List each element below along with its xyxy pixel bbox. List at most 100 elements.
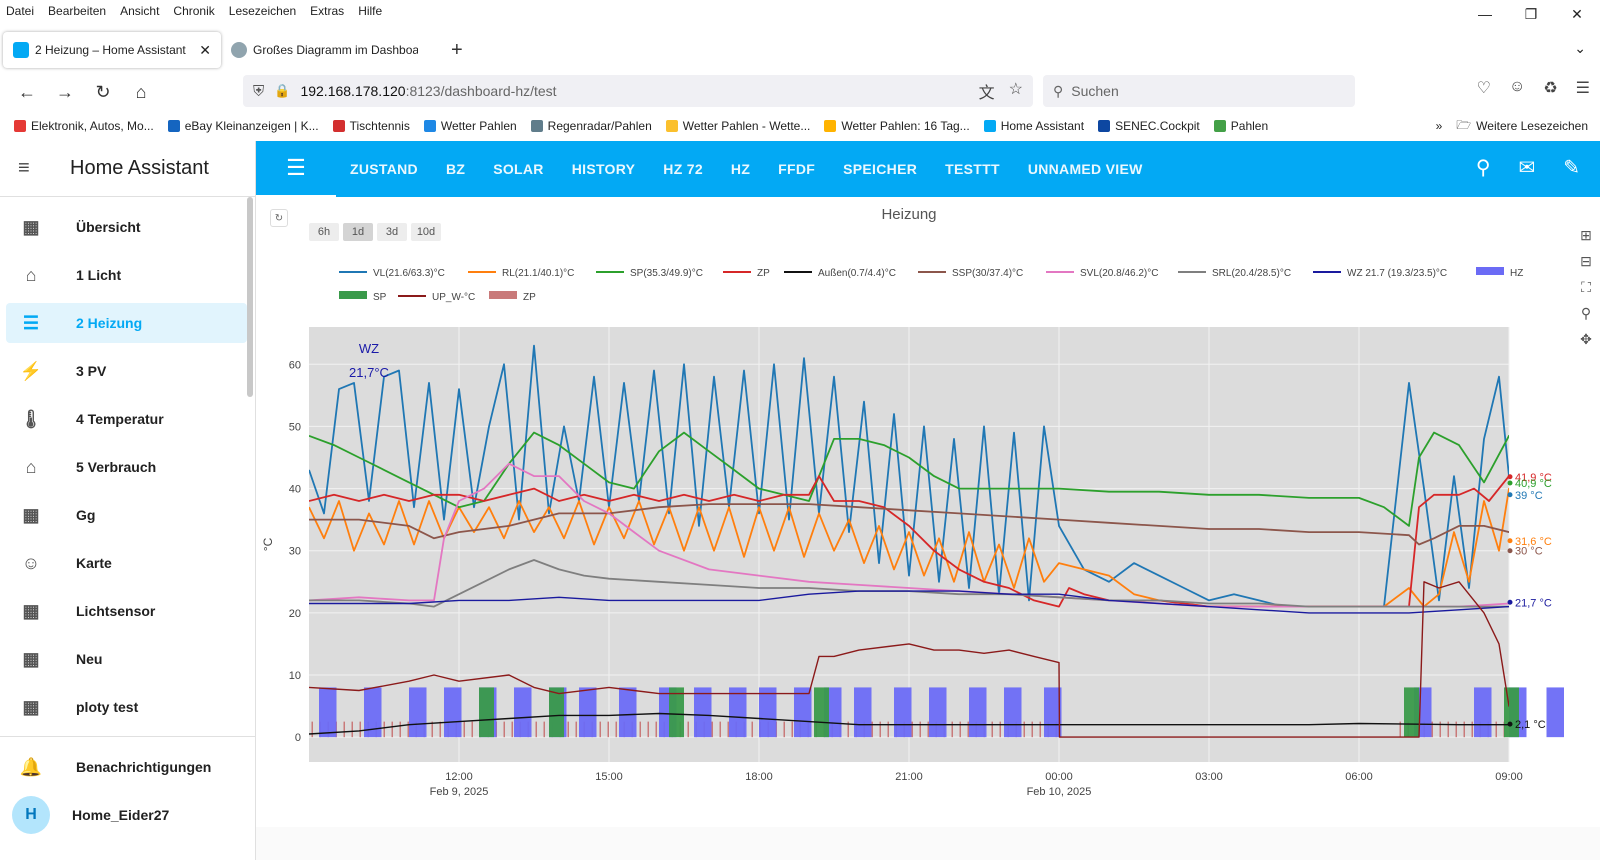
sidebar-item-profile[interactable]: H Home_Eider27 [6, 795, 248, 835]
menu-item[interactable]: Bearbeiten [48, 4, 107, 18]
legend-entry[interactable]: ZP [489, 291, 536, 303]
reset-icon[interactable]: ↻ [270, 209, 288, 227]
menu-open-icon[interactable]: ≡ [18, 157, 30, 179]
zoom-icon[interactable]: ⚲ [1580, 305, 1592, 321]
shield-icon[interactable]: ⛨ [253, 82, 265, 100]
home-icon[interactable]: ⌂ [135, 81, 147, 102]
bookmark-item[interactable]: SENEC.Cockpit [1098, 119, 1200, 133]
browser-tab[interactable]: Großes Diagramm im Dashboar [221, 32, 439, 68]
view-tab-hz[interactable]: HZ [730, 161, 751, 177]
hamburger-menu-icon[interactable]: ☰ [1575, 80, 1590, 97]
range-button-10d[interactable]: 10d [411, 223, 441, 241]
bookmark-item[interactable]: Elektronik, Autos, Mo... [14, 119, 154, 133]
new-tab-icon[interactable]: + [451, 38, 463, 61]
pan-icon[interactable]: ✥ [1580, 331, 1592, 347]
bookmark-item[interactable]: eBay Kleinanzeigen | K... [167, 119, 319, 133]
bookmark-item[interactable]: Wetter Pahlen: 16 Tag... [824, 119, 970, 133]
edit-pencil-icon[interactable]: ✎ [1563, 157, 1580, 179]
view-tab-unnamed-view[interactable]: UNNAMED VIEW [1027, 161, 1143, 177]
bookmark-item[interactable]: Pahlen [1213, 119, 1268, 133]
close-window-icon[interactable]: ✕ [1571, 5, 1583, 22]
maximize-icon[interactable]: ❐ [1524, 5, 1538, 22]
legend-entry[interactable]: VL(21.6/63.3)°C [339, 268, 445, 279]
sidebar-item-gg[interactable]: ▦ Gg [6, 495, 247, 535]
view-tab-testtt[interactable]: TESTTT [945, 161, 1000, 177]
sidebar-item-lichtsensor[interactable]: ▦ Lichtsensor [6, 591, 247, 631]
sidebar-item-5-verbrauch[interactable]: ⌂ 5 Verbrauch [6, 447, 247, 487]
sidebar-item--bersicht[interactable]: ▦ Übersicht [6, 207, 247, 247]
view-tab-history[interactable]: HISTORY [571, 161, 636, 177]
view-tab-ffdf[interactable]: FFDF [778, 161, 816, 177]
search-input[interactable]: ⚲ Suchen [1043, 75, 1355, 107]
range-button-1d[interactable]: 1d [343, 223, 373, 241]
zp-stripe [1495, 721, 1497, 738]
series-line-rl [309, 487, 1509, 608]
menu-item[interactable]: Hilfe [358, 4, 383, 18]
sidebar-item-ploty-test[interactable]: ▦ ploty test [6, 687, 247, 727]
bookmark-item[interactable]: Wetter Pahlen [423, 119, 517, 133]
chevron-down-icon[interactable]: ⌄ [1574, 40, 1586, 56]
legend-entry[interactable]: SP(35.3/49.9)°C [596, 268, 703, 279]
legend-entry[interactable]: ZP [723, 268, 770, 279]
sidebar-item-1-licht[interactable]: ⌂ 1 Licht [6, 255, 247, 295]
pocket-icon[interactable]: ♡ [1476, 80, 1491, 97]
zoom-out-icon[interactable]: ⊟ [1580, 253, 1592, 269]
menu-item[interactable]: Lesezeichen [228, 4, 297, 18]
view-tab-bz[interactable]: BZ [445, 161, 466, 177]
back-icon[interactable]: ← [18, 81, 36, 102]
range-button-6h[interactable]: 6h [309, 223, 339, 241]
search-icon[interactable]: ⚲ [1475, 157, 1491, 179]
legend-entry[interactable]: HZ [1476, 267, 1523, 279]
series-line-sp [309, 431, 1509, 527]
url-bar[interactable]: ⛨ 🔒 192.168.178.120 :8123/dashboard-hz/t… [243, 75, 1033, 107]
view-tab-hz-72[interactable]: HZ 72 [663, 161, 703, 177]
menu-item[interactable]: Chronik [173, 4, 215, 18]
hz-bar [854, 687, 872, 738]
translate-icon[interactable]: 文 [978, 85, 995, 102]
range-button-3d[interactable]: 3d [377, 223, 407, 241]
reload-icon[interactable]: ↻ [95, 81, 111, 102]
menu-item[interactable]: Extras [310, 4, 345, 18]
legend-entry[interactable]: SP [339, 291, 387, 303]
assist-chat-icon[interactable]: ✉ [1518, 157, 1536, 179]
close-tab-icon[interactable]: ✕ [199, 41, 211, 58]
bookmark-item[interactable]: Home Assistant [983, 119, 1084, 133]
star-icon[interactable]: ☆ [1008, 81, 1023, 98]
chevron-more-icon[interactable]: » [1435, 119, 1443, 133]
extensions-icon[interactable]: ♻ [1543, 80, 1558, 97]
view-tab-solar[interactable]: SOLAR [493, 161, 544, 177]
bookmark-item[interactable]: Wetter Pahlen - Wette... [665, 119, 810, 133]
account-icon[interactable]: ☺ [1508, 78, 1526, 95]
sidebar-item-karte[interactable]: ☺ Karte [6, 543, 247, 583]
sp-bar [669, 687, 684, 738]
forward-icon[interactable]: → [56, 81, 74, 102]
x-tick-label: 03:00 [1195, 771, 1223, 783]
sidebar-item-4-temperatur[interactable]: 🌡 4 Temperatur [6, 399, 247, 439]
menu-item[interactable]: Ansicht [120, 4, 160, 18]
view-tab-zustand[interactable]: ZUSTAND [350, 161, 418, 177]
menu-item[interactable]: Datei [6, 4, 35, 18]
heizung-chart[interactable]: Heizung VL(21.6/63.3)°C RL(21.1/40.1)°C SP(… [256, 197, 1600, 827]
legend-entry[interactable]: SSP(30/37.4)°C [918, 268, 1023, 279]
legend-entry[interactable]: Außen(0.7/4.4)°C [784, 268, 896, 279]
view-tab-speicher[interactable]: SPEICHER [843, 161, 918, 177]
bookmark-item[interactable]: Tischtennis [332, 119, 410, 133]
sidebar-item-neu[interactable]: ▦ Neu [6, 639, 247, 679]
sidebar-item-3-pv[interactable]: ⚡ 3 PV [6, 351, 247, 391]
lock-icon[interactable]: 🔒 [274, 83, 291, 98]
sidebar-scrollbar[interactable] [247, 197, 253, 397]
legend-entry[interactable]: WZ 21.7 (19.3/23.5)°C [1313, 268, 1447, 279]
sidebar-item-notifications[interactable]: 🔔 Benachrichtigungen [6, 747, 248, 787]
legend-entry[interactable]: SRL(20.4/28.5)°C [1178, 268, 1291, 279]
legend-entry[interactable]: RL(21.1/40.1)°C [468, 268, 574, 279]
radiator-icon[interactable]: ☰ [256, 141, 336, 197]
bookmark-item[interactable]: Regenradar/Pahlen [530, 119, 652, 133]
minimize-icon[interactable]: — [1478, 6, 1492, 22]
autoscale-icon[interactable]: ⛶ [1581, 279, 1591, 295]
sidebar-item-2-heizung[interactable]: ☰ 2 Heizung [6, 303, 247, 343]
legend-entry[interactable]: UP_W-°C [398, 292, 475, 303]
zoom-in-icon[interactable]: ⊞ [1580, 227, 1592, 243]
browser-tab-active[interactable]: 2 Heizung – Home Assistant ✕ [3, 32, 221, 68]
more-bookmarks[interactable]: 🗁 Weitere Lesezeichen [1456, 116, 1588, 137]
legend-entry[interactable]: SVL(20.8/46.2)°C [1046, 268, 1159, 279]
